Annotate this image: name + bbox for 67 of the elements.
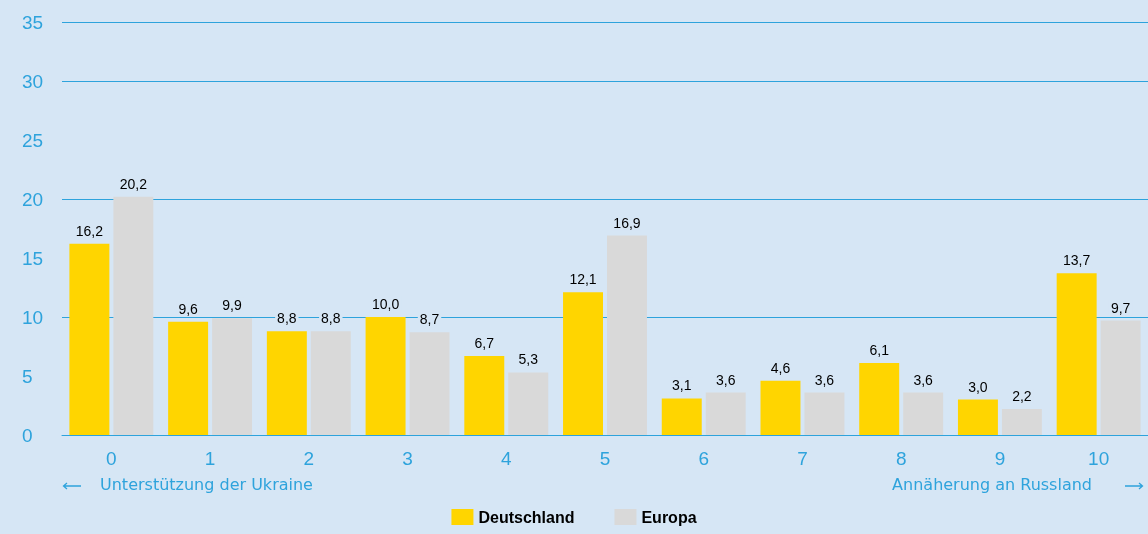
text: Annäherung an Russland <box>892 474 1092 494</box>
bar <box>760 380 801 435</box>
bar <box>1056 273 1097 435</box>
data-label: 4,6 <box>770 359 791 376</box>
data-label: 8,8 <box>321 310 341 327</box>
y-tick-label: 0 <box>22 424 33 446</box>
bar <box>1100 320 1141 435</box>
data-label: 10,0 <box>371 296 400 312</box>
data-label: 9,7 <box>1110 299 1131 316</box>
y-tick-label: 35 <box>22 11 44 33</box>
data-label: 16,2 <box>75 222 104 239</box>
bar <box>464 355 505 435</box>
data-label: 6,1 <box>869 342 890 359</box>
data-label: 8,8 <box>277 310 297 327</box>
y-tick-label: 25 <box>22 129 44 151</box>
bar <box>607 235 647 435</box>
y-tick-label: 10 <box>22 306 44 328</box>
bar <box>859 363 900 435</box>
x-tick-label: 5 <box>599 448 611 469</box>
bar <box>212 318 253 435</box>
y-tick-label: 30 <box>22 70 44 92</box>
bar <box>113 196 154 435</box>
bar <box>266 331 307 435</box>
data-label: 13,7 <box>1063 252 1091 269</box>
x-tick-label: 0 <box>106 448 117 469</box>
x-tick-label: 9 <box>994 448 1006 469</box>
data-label: 3,6 <box>715 371 736 388</box>
bar <box>168 321 209 435</box>
bar <box>365 317 406 435</box>
x-tick-label: 6 <box>698 448 710 469</box>
x-tick-label: 7 <box>797 448 808 469</box>
data-label: 9,6 <box>178 300 199 317</box>
data-label: 3,6 <box>814 371 835 388</box>
bar <box>957 399 998 435</box>
y-tick-label: 15 <box>22 247 44 269</box>
data-label: 3,0 <box>968 378 988 395</box>
x-tick-label: 1 <box>204 448 216 469</box>
data-label: 16,9 <box>613 214 641 231</box>
bar <box>508 372 549 435</box>
legend-label: Deutschland <box>478 508 575 526</box>
bar <box>804 392 845 435</box>
x-tick-label: 4 <box>500 448 512 469</box>
bar <box>69 243 110 435</box>
x-tick-label: 8 <box>895 448 907 469</box>
bar <box>1001 409 1042 435</box>
bar <box>310 331 351 435</box>
data-label: 6,7 <box>474 334 495 351</box>
y-tick-label: 20 <box>22 188 44 210</box>
data-label: 5,3 <box>518 351 539 368</box>
bar <box>563 292 603 435</box>
x-tick-label: 10 <box>1088 448 1110 469</box>
bar <box>661 398 702 435</box>
bar <box>409 332 450 435</box>
x-tick-label: 2 <box>303 448 315 469</box>
data-label: 2,2 <box>1012 388 1032 405</box>
y-tick-label: 5 <box>22 365 33 387</box>
text: Unterstützung der Ukraine <box>100 474 313 494</box>
legend-label: Europa <box>641 508 697 526</box>
data-label: 9,9 <box>222 297 243 314</box>
bar <box>705 392 746 435</box>
data-label: 20,2 <box>119 175 148 192</box>
x-tick-label: 3 <box>402 448 413 469</box>
bar <box>903 392 944 435</box>
data-label: 8,7 <box>419 311 440 328</box>
data-label: 3,1 <box>672 377 692 394</box>
data-label: 12,1 <box>569 271 597 288</box>
data-label: 3,6 <box>913 371 934 388</box>
